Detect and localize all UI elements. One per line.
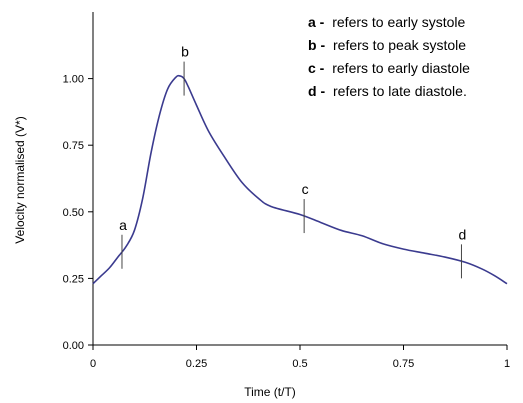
series-layer xyxy=(92,74,508,285)
y-tick-label: 0.25 xyxy=(63,273,84,285)
y-ticks: 0.00 0.25 0.50 0.75 1.00 xyxy=(63,74,93,352)
legend-entry-b: b - refers to peak systole xyxy=(308,37,466,53)
legend-text-b: refers to peak systole xyxy=(333,37,466,53)
legend-key-d: d - xyxy=(308,83,325,99)
x-axis-label: Time (t/T) xyxy=(244,385,296,399)
y-tick-label: 0.75 xyxy=(63,140,84,152)
x-tick-label: 0.5 xyxy=(292,358,307,370)
x-tick-label: 0.75 xyxy=(393,358,414,370)
marker-a-label: a xyxy=(119,217,127,233)
marker-c-label: c xyxy=(302,181,309,197)
y-tick-label: 0.00 xyxy=(63,340,84,352)
x-tick-label: 0 xyxy=(90,358,96,370)
legend-key-b: b - xyxy=(308,37,325,53)
legend-key-c: c - xyxy=(308,60,325,76)
y-tick-label: 1.00 xyxy=(63,74,84,86)
legend: a - refers to early systole b - refers t… xyxy=(308,14,470,99)
legend-text-a: refers to early systole xyxy=(332,14,465,30)
x-tick-label: 1 xyxy=(504,358,510,370)
marker-d-label: d xyxy=(459,226,467,242)
y-tick-label: 0.50 xyxy=(63,207,84,219)
legend-text-c: refers to early diastole xyxy=(332,60,470,76)
legend-entry-d: d - refers to late diastole. xyxy=(308,83,467,99)
marker-b-label: b xyxy=(181,44,189,60)
legend-entry-a: a - refers to early systole xyxy=(308,14,465,30)
marker-layer: a b c d xyxy=(119,44,466,279)
x-tick-label: 0.25 xyxy=(186,358,207,370)
legend-text-d: refers to late diastole. xyxy=(333,83,467,99)
velocity-series-line xyxy=(92,74,508,285)
legend-key-a: a - xyxy=(308,14,325,30)
legend-entry-c: c - refers to early diastole xyxy=(308,60,470,76)
y-axis-label: Velocity normalised (V*) xyxy=(13,116,27,243)
x-ticks: 0 0.25 0.5 0.75 1 xyxy=(90,345,510,370)
